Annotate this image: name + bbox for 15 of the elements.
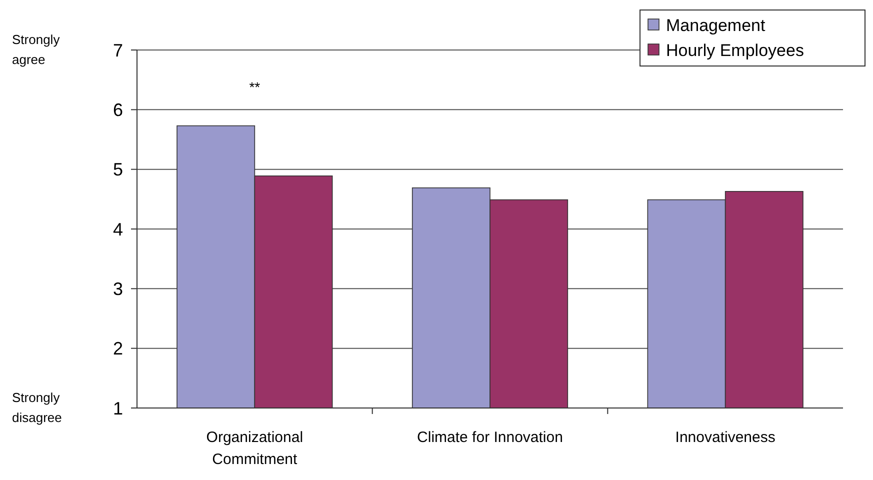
legend-label: Hourly Employees (666, 40, 804, 60)
y-tick-label: 6 (112, 100, 123, 120)
y-tick-label: 5 (112, 160, 123, 180)
x-tick-label: Organizational Commitment (206, 429, 304, 468)
y-tick-label: 4 (112, 219, 123, 240)
annotation: ** (249, 79, 261, 95)
text: Strongly disagree (12, 390, 62, 425)
x-tick-label: Climate for Innovation (417, 429, 563, 446)
y-tick-label: 1 (112, 398, 123, 418)
legend-label: Management (666, 16, 766, 35)
y-tick-label: 2 (112, 338, 123, 359)
y-tick-label: 7 (112, 40, 123, 60)
y-tick-label: 3 (112, 278, 123, 299)
text: Strongly agree (12, 32, 60, 67)
x-tick-label: Innovativeness (675, 429, 776, 446)
